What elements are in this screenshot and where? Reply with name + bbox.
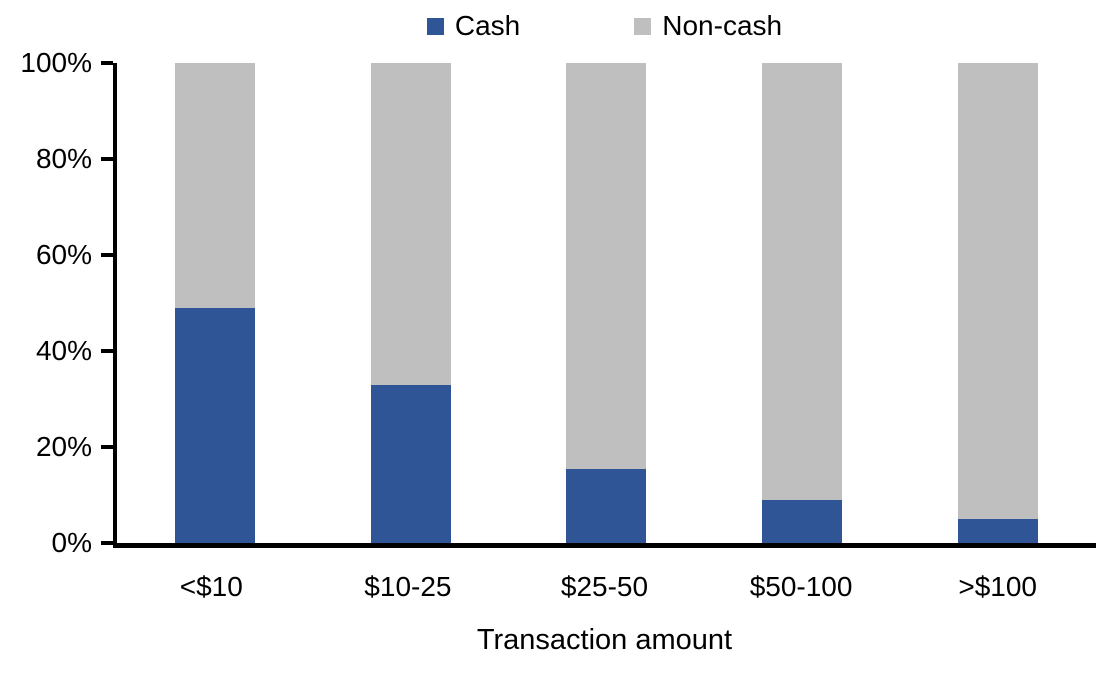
y-axis-tick [101, 253, 113, 257]
x-axis-category-label: >$100 [958, 571, 1037, 602]
y-axis-tick [101, 157, 113, 161]
legend-swatch-icon [426, 17, 444, 35]
bar-stack [958, 63, 1039, 543]
y-axis-tick-label: 60% [35, 239, 92, 270]
x-axis-title: Transaction amount [476, 624, 733, 656]
legend-item-non-cash: Non-cash [634, 10, 782, 42]
legend: Cash Non-cash [113, 8, 1096, 44]
bar-segment-non-cash [958, 63, 1039, 519]
bar-segment-non-cash [174, 63, 255, 308]
bar-stack [370, 63, 451, 543]
bar-column [313, 63, 509, 543]
bar-segment-cash [958, 519, 1039, 543]
x-axis-category-label: $10-25 [364, 571, 452, 602]
bar-segment-cash [762, 499, 843, 543]
bar-column [704, 63, 900, 543]
x-axis-labels: <$10 $10-25 $25-50 $50-100 >$100 [113, 571, 1096, 603]
x-axis-category-label: <$10 [179, 571, 243, 602]
legend-label: Cash [454, 10, 521, 41]
y-axis-tick-label: 100% [20, 47, 92, 78]
y-axis-tick-label: 0% [51, 527, 92, 558]
bar-segment-cash [566, 468, 647, 543]
bar-segment-cash [174, 307, 255, 543]
legend-label: Non-cash [662, 10, 783, 41]
bar-stack [566, 63, 647, 543]
bar-segment-non-cash [762, 63, 843, 500]
bar-segment-non-cash [370, 63, 451, 385]
bar-segment-cash [370, 384, 451, 543]
y-axis-tick-label: 40% [35, 335, 92, 366]
plot-area [113, 63, 1096, 548]
y-axis-tick [101, 541, 113, 545]
bar-stack [174, 63, 255, 543]
y-axis-tick-label: 20% [35, 431, 92, 462]
y-axis-tick [101, 61, 113, 65]
bar-stack [762, 63, 843, 543]
legend-swatch-icon [634, 17, 652, 35]
legend-item-cash: Cash [426, 10, 521, 42]
bar-column [117, 63, 313, 543]
x-axis-category-label: $25-50 [560, 571, 649, 602]
bar-column [900, 63, 1096, 543]
bar-column [509, 63, 705, 543]
x-axis-category-label: $50-100 [749, 571, 853, 602]
y-axis-tick-label: 80% [35, 143, 92, 174]
y-axis-tick [101, 349, 113, 353]
y-axis-tick [101, 445, 113, 449]
bar-segment-non-cash [566, 63, 647, 469]
